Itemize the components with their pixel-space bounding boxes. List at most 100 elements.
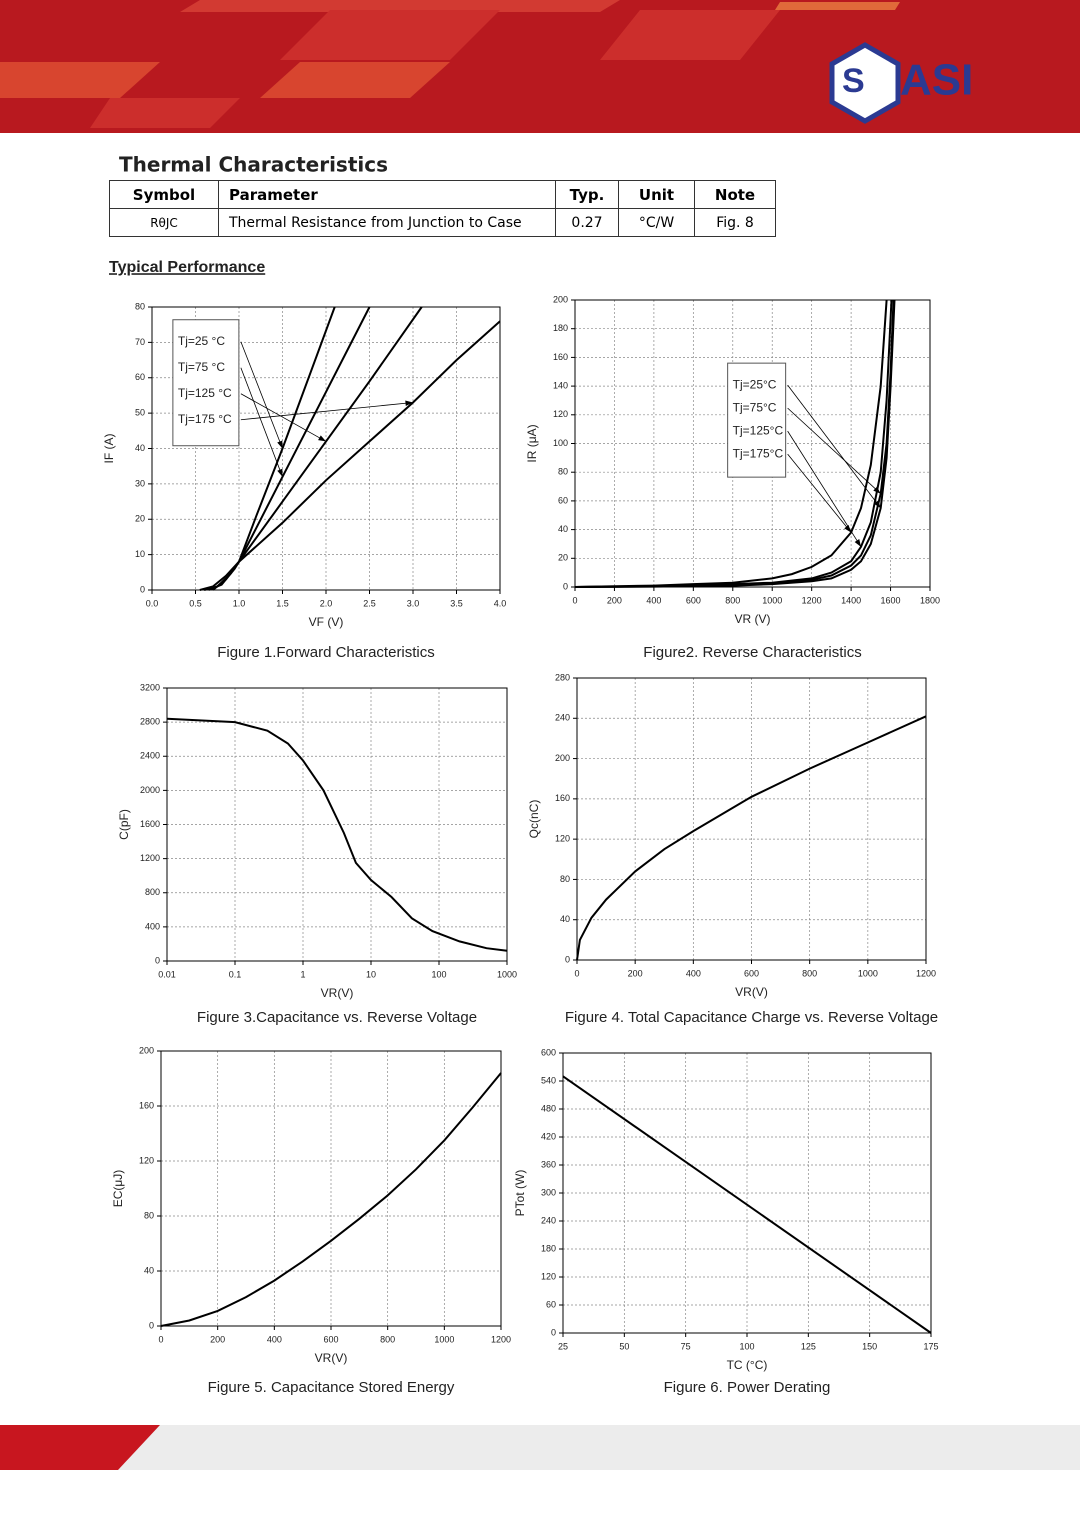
cell: Thermal Resistance from Junction to Case (218, 208, 556, 237)
y-axis-label: IF (A) (102, 434, 116, 464)
table-header: Symbol Parameter Typ. Unit Note (109, 180, 776, 209)
x-tick-label: 1.5 (276, 598, 289, 608)
y-tick-label: 3200 (140, 682, 160, 692)
legend-label: Tj=25 °C (178, 334, 225, 348)
y-tick-label: 60 (546, 1299, 556, 1309)
x-tick-label: 1400 (841, 595, 861, 605)
arrow-head (873, 486, 881, 494)
y-tick-label: 0 (563, 581, 568, 591)
x-tick-label: 1200 (916, 968, 936, 978)
y-tick-label: 80 (560, 874, 570, 884)
y-tick-label: 360 (541, 1159, 556, 1169)
y-tick-label: 240 (541, 1215, 556, 1225)
header-stripe (775, 2, 900, 10)
y-tick-label: 200 (555, 753, 570, 763)
header-stripe (600, 10, 780, 60)
legend-box (727, 362, 787, 478)
x-tick-label: 1000 (762, 595, 782, 605)
legend-label: Tj=125 °C (178, 386, 232, 400)
thermal-table: Symbol Parameter Typ. Unit Note RθJC The… (109, 180, 776, 237)
y-tick-label: 120 (555, 834, 570, 844)
footer-band (0, 1425, 1080, 1470)
cell: °C/W (618, 208, 695, 237)
y-tick-label: 40 (135, 443, 145, 453)
arrow-head (405, 400, 413, 406)
arrow-head (277, 468, 283, 477)
x-tick-label: 1000 (497, 969, 517, 979)
x-axis-label: VR(V) (315, 1351, 348, 1365)
x-tick-label: 100 (739, 1341, 754, 1351)
y-tick-label: 160 (555, 793, 570, 803)
y-tick-label: 1200 (140, 853, 160, 863)
x-axis-label: VR(V) (321, 986, 354, 1000)
x-tick-label: 1600 (881, 595, 901, 605)
legend-arrow (787, 453, 852, 533)
footer-accent (0, 1425, 160, 1470)
data-line (562, 1075, 932, 1334)
column-header: Note (694, 180, 776, 209)
cell: RθJC (109, 208, 219, 237)
y-axis-label: C(pF) (117, 809, 131, 840)
header-stripe (0, 62, 160, 98)
x-tick-label: 600 (686, 595, 701, 605)
legend-label: Tj=25°C (733, 377, 777, 391)
y-tick-label: 140 (553, 380, 568, 390)
legend-arrow (240, 367, 283, 477)
plot-frame (576, 677, 927, 961)
x-tick-label: 4.0 (494, 598, 507, 608)
y-tick-label: 2000 (140, 785, 160, 795)
column-header: Typ. (555, 180, 619, 209)
logo-hexagon (829, 42, 901, 124)
y-tick-label: 180 (553, 323, 568, 333)
x-tick-label: 1200 (491, 1334, 511, 1344)
x-tick-label: 1.0 (233, 598, 246, 608)
y-tick-label: 0 (565, 954, 570, 964)
y-axis-label: PTot (W) (513, 1170, 527, 1217)
y-tick-label: 0 (140, 584, 145, 594)
y-tick-label: 400 (145, 921, 160, 931)
y-tick-label: 120 (541, 1271, 556, 1281)
x-tick-label: 125 (801, 1341, 816, 1351)
legend-label: Tj=175 °C (178, 412, 232, 426)
column-header: Symbol (109, 180, 219, 209)
figure-caption: Figure 6. Power Derating (664, 1379, 831, 1396)
section-title: Thermal Characteristics (119, 153, 388, 177)
y-tick-label: 2800 (140, 717, 160, 727)
x-tick-label: 800 (802, 968, 817, 978)
y-tick-label: 1600 (140, 819, 160, 829)
y-tick-label: 280 (555, 672, 570, 682)
data-line (160, 1072, 502, 1327)
x-tick-label: 75 (681, 1341, 691, 1351)
x-tick-label: 600 (323, 1334, 338, 1344)
legend-label: Tj=75 °C (178, 360, 225, 374)
y-axis-label: IR (μA) (525, 424, 539, 462)
x-tick-label: 1000 (858, 968, 878, 978)
x-tick-label: 150 (862, 1341, 877, 1351)
header-stripe (260, 62, 450, 98)
legend-label: Tj=175°C (733, 446, 784, 460)
legend-arrow (787, 384, 882, 509)
y-tick-label: 0 (551, 1327, 556, 1337)
y-tick-label: 40 (558, 524, 568, 534)
plot-frame (574, 299, 931, 588)
legend-arrow (240, 393, 327, 442)
x-tick-label: 0.01 (158, 969, 176, 979)
y-tick-label: 80 (135, 301, 145, 311)
data-line (199, 306, 336, 591)
arrow-head (844, 524, 852, 533)
header-stripe (90, 98, 240, 128)
y-tick-label: 180 (541, 1243, 556, 1253)
x-tick-label: 0.0 (146, 598, 159, 608)
x-tick-label: 1800 (920, 595, 940, 605)
legend-arrow (787, 407, 881, 495)
x-tick-label: 400 (267, 1334, 282, 1344)
x-tick-label: 800 (380, 1334, 395, 1344)
x-tick-label: 0 (572, 595, 577, 605)
y-tick-label: 800 (145, 887, 160, 897)
legend-box (172, 319, 240, 447)
x-tick-label: 0 (574, 968, 579, 978)
y-tick-label: 120 (139, 1155, 154, 1165)
x-tick-label: 400 (686, 968, 701, 978)
